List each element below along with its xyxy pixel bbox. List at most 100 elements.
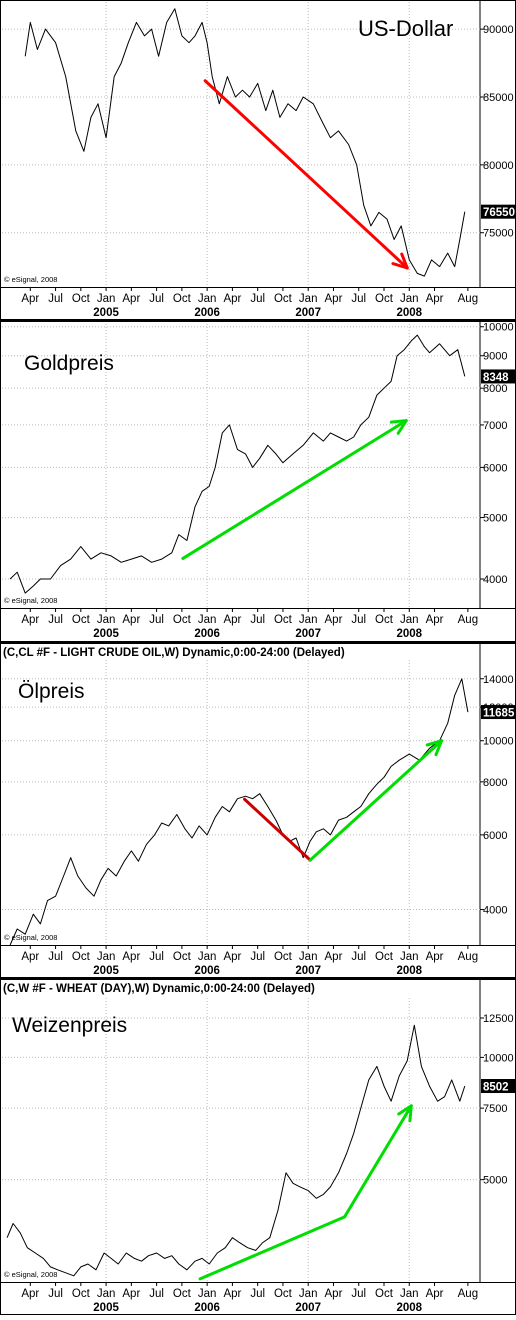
y-tick-label: 8000 xyxy=(483,777,507,789)
chart-title: Weizenpreis xyxy=(12,1014,127,1037)
x-tick-label: Apr xyxy=(122,614,140,626)
y-tick-label: 75000 xyxy=(483,228,514,240)
y-tick-label: 8000 xyxy=(483,383,507,395)
year-label: 2006 xyxy=(194,628,220,640)
last-value-badge xyxy=(481,705,515,720)
y-tick-label: 14000 xyxy=(483,674,514,686)
last-value-label: 8348 xyxy=(483,372,509,384)
x-tick-label: Oct xyxy=(173,951,192,963)
x-tick-label: Aug xyxy=(458,951,478,963)
y-tick-label: 90000 xyxy=(483,24,514,36)
x-tick-label: Jan xyxy=(400,614,419,626)
chart-panel-1: 90000 85000 80000 75000 US-Dollar 76550 © eSig… xyxy=(0,0,516,320)
chart-title: US-Dollar xyxy=(358,16,453,41)
x-tick-label: Jul xyxy=(48,1288,63,1300)
y-tick-label: 10000 xyxy=(483,736,514,748)
x-tick-label: Apr xyxy=(223,951,241,963)
year-label: 2007 xyxy=(295,307,321,319)
year-label: 2005 xyxy=(93,307,119,319)
x-tick-label: Jul xyxy=(250,951,265,963)
panel-frame xyxy=(0,0,516,320)
year-label: 2005 xyxy=(93,1302,119,1314)
panel-frame xyxy=(0,978,516,1315)
x-tick-label: Apr xyxy=(223,1288,241,1300)
x-tick-label: Apr xyxy=(426,1288,444,1300)
x-tick-label: Jul xyxy=(149,293,164,305)
year-label: 2005 xyxy=(93,965,119,977)
x-tick-label: Apr xyxy=(325,293,343,305)
x-tick-label: Apr xyxy=(122,293,140,305)
x-tick-label: Jul xyxy=(149,1288,164,1300)
y-tick-label: 85000 xyxy=(483,92,514,104)
year-label: 2006 xyxy=(194,307,220,319)
x-tick-label: Jan xyxy=(400,293,419,305)
y-tick-label: 5000 xyxy=(483,1175,507,1187)
x-tick-label: Oct xyxy=(274,293,293,305)
x-tick-label: Jan xyxy=(97,614,116,626)
x-tick-label: Oct xyxy=(375,293,394,305)
x-tick-label: Oct xyxy=(274,951,293,963)
year-label: 2008 xyxy=(396,965,422,977)
trend-arrow-line xyxy=(198,1215,347,1281)
y-tick-label: 9000 xyxy=(483,351,507,363)
trend-arrow-line xyxy=(203,79,409,270)
x-tick-label: Jul xyxy=(351,1288,366,1300)
x-tick-label: Jan xyxy=(198,293,217,305)
chart-panel-2: 10000 9000 8000 7000 6000 5000 4000 Goldpreis 83… xyxy=(0,320,516,642)
source-note: © eSignal, 2008 xyxy=(4,275,57,284)
chart-header: (C,CL #F - LIGHT CRUDE OIL,W) Dynamic,0:… xyxy=(3,647,345,659)
x-tick-label: Oct xyxy=(72,614,91,626)
y-tick-label: 6000 xyxy=(483,462,507,474)
year-label: 2006 xyxy=(194,965,220,977)
y-tick-label: 4000 xyxy=(483,905,507,917)
trend-arrow-head xyxy=(389,419,408,435)
year-label: 2008 xyxy=(396,307,422,319)
chart-header: (C,W #F - WHEAT (DAY),W) Dynamic,0:00-24… xyxy=(3,983,315,995)
trend-arrow-line xyxy=(343,1104,413,1219)
last-value-label: 76550 xyxy=(483,207,515,219)
x-tick-label: Apr xyxy=(122,951,140,963)
x-tick-label: Oct xyxy=(72,951,91,963)
y-tick-label: 5000 xyxy=(483,513,507,525)
x-tick-label: Jan xyxy=(299,293,318,305)
x-tick-label: Jan xyxy=(198,951,217,963)
price-series-line xyxy=(24,8,466,277)
x-tick-label: Jan xyxy=(198,1288,217,1300)
x-tick-label: Jan xyxy=(97,293,116,305)
year-label: 2007 xyxy=(295,628,321,640)
y-tick-label: 10000 xyxy=(483,322,514,334)
trend-arrow-line xyxy=(181,419,408,560)
x-tick-label: Oct xyxy=(72,293,91,305)
x-tick-label: Oct xyxy=(173,293,192,305)
x-tick-label: Apr xyxy=(21,614,39,626)
x-tick-label: Oct xyxy=(72,1288,91,1300)
x-tick-label: Jul xyxy=(250,614,265,626)
year-label: 2007 xyxy=(295,1302,321,1314)
last-value-badge xyxy=(481,369,515,384)
year-label: 2007 xyxy=(295,965,321,977)
x-tick-label: Jan xyxy=(400,1288,419,1300)
panel-frame xyxy=(0,320,516,642)
price-series-line xyxy=(9,678,469,946)
x-tick-label: Jul xyxy=(48,293,63,305)
y-tick-label: 12500 xyxy=(483,1013,514,1025)
x-tick-label: Aug xyxy=(458,1288,478,1300)
x-tick-label: Jul xyxy=(250,293,265,305)
chart-title: Ölpreis xyxy=(18,680,85,703)
x-tick-label: Apr xyxy=(325,614,343,626)
x-tick-label: Apr xyxy=(223,293,241,305)
source-note: © eSignal, 2008 xyxy=(4,933,57,942)
x-tick-label: Apr xyxy=(426,614,444,626)
x-tick-label: Jan xyxy=(198,614,217,626)
x-tick-label: Oct xyxy=(375,1288,394,1300)
x-tick-label: Aug xyxy=(458,614,478,626)
x-tick-label: Oct xyxy=(375,614,394,626)
x-tick-label: Oct xyxy=(173,1288,192,1300)
last-value-badge xyxy=(481,204,515,219)
x-tick-label: Jul xyxy=(48,614,63,626)
x-tick-label: Apr xyxy=(325,951,343,963)
x-tick-label: Aug xyxy=(458,293,478,305)
chart-panel-3: 140001200010000800060004000(C,CL #F - LI… xyxy=(0,642,516,978)
year-label: 2005 xyxy=(93,628,119,640)
